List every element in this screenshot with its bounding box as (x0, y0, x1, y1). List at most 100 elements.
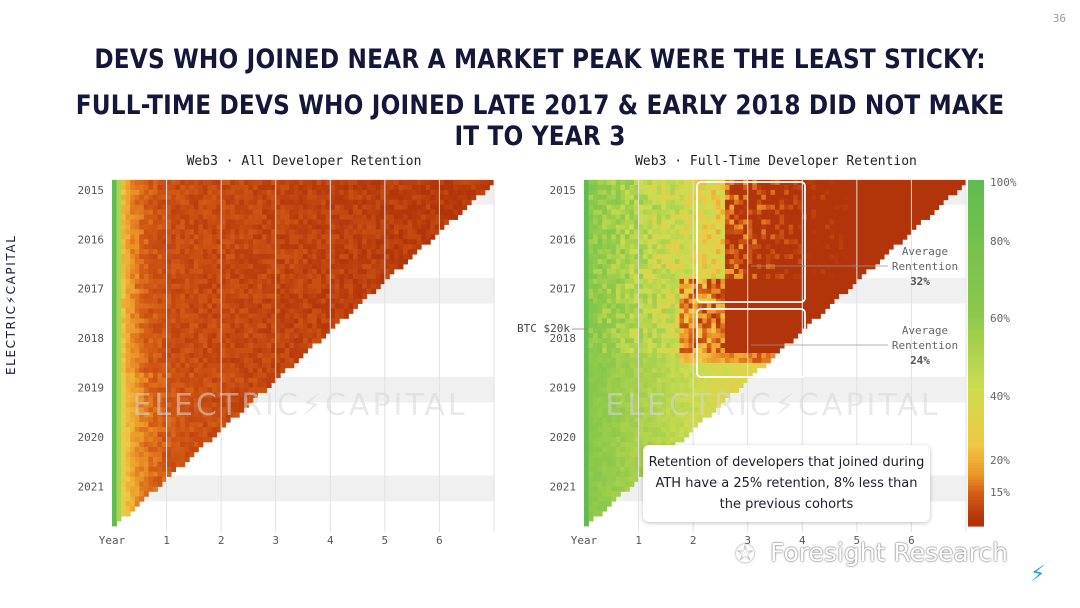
heatmap-cell (225, 283, 231, 290)
heatmap-cell (239, 180, 245, 186)
heatmap-cell (198, 348, 204, 354)
heatmap-cell (779, 283, 785, 290)
heatmap-cell (615, 298, 621, 304)
heatmap-cell (652, 194, 658, 201)
heatmap-cell (202, 412, 208, 418)
heatmap-cell (738, 259, 744, 265)
y-tick-label: 2016 (78, 233, 105, 246)
heatmap-cell (207, 180, 213, 186)
heatmap-cell (375, 254, 381, 260)
heatmap-cell (325, 318, 331, 324)
heatmap-cell (298, 259, 304, 265)
heatmap-cell (293, 219, 299, 225)
heatmap-cell (125, 486, 131, 492)
heatmap-cell (125, 353, 131, 359)
x-tick-label: 1 (163, 534, 170, 547)
heatmap-cell (761, 303, 767, 309)
heatmap-cell (375, 249, 381, 255)
heatmap-cell (457, 189, 463, 196)
heatmap-cell (207, 323, 213, 329)
heatmap-cell (252, 348, 258, 354)
heatmap-cell (243, 328, 249, 334)
heatmap-cell (348, 249, 354, 255)
heatmap-cell (720, 268, 726, 275)
heatmap-cell (152, 372, 158, 379)
heatmap-cell (629, 219, 635, 225)
heatmap-cell (180, 283, 186, 290)
heatmap-cell (321, 199, 327, 206)
heatmap-cell (134, 214, 140, 220)
heatmap-cell (184, 239, 190, 245)
heatmap-cell (171, 402, 177, 408)
heatmap-cell (443, 204, 449, 211)
heatmap-cell (647, 219, 653, 225)
heatmap-cell (121, 268, 127, 275)
heatmap-cell (303, 214, 308, 220)
heatmap-cell (825, 234, 830, 240)
heatmap-cell (684, 209, 689, 215)
heatmap-cell (825, 303, 830, 309)
heatmap-cell (248, 377, 254, 384)
heatmap-cell (293, 303, 299, 309)
heatmap-cell (262, 254, 268, 260)
heatmap-cell (221, 357, 227, 364)
heatmap-cell (293, 318, 299, 324)
heatmap-cell (243, 229, 249, 235)
heatmap-cell (207, 278, 213, 285)
heatmap-cell (157, 323, 163, 329)
heatmap-cell (116, 318, 122, 324)
heatmap-cell (425, 209, 431, 215)
heatmap-cell (312, 184, 318, 191)
heatmap-cell (180, 318, 186, 324)
heatmap-cell (393, 209, 399, 215)
heatmap-cell (362, 219, 368, 225)
heatmap-cell (743, 184, 749, 191)
heatmap-cell (230, 377, 236, 384)
heatmap-cell (157, 451, 163, 458)
heatmap-cell (752, 229, 758, 235)
heatmap-cell (293, 323, 299, 329)
heatmap-cell (266, 283, 272, 290)
heatmap-cell (252, 367, 258, 374)
heatmap-cell (820, 219, 826, 225)
heatmap-cell (720, 234, 726, 240)
heatmap-cell (166, 273, 172, 280)
heatmap-cell (375, 224, 381, 230)
heatmap-cell (756, 254, 762, 260)
heatmap-cell (125, 264, 131, 270)
heatmap-cell (775, 288, 780, 295)
heatmap-cell (412, 199, 418, 206)
heatmap-cell (152, 184, 158, 191)
heatmap-cell (134, 343, 140, 349)
heatmap-cell (184, 353, 190, 359)
heatmap-cell (252, 392, 258, 398)
heatmap-cell (162, 437, 167, 443)
heatmap-cell (462, 194, 468, 201)
heatmap-cell (738, 214, 744, 220)
heatmap-cell (770, 189, 776, 196)
heatmap-cell (202, 407, 208, 413)
heatmap-cell (225, 417, 231, 423)
heatmap-cell (765, 204, 771, 211)
heatmap-cell (888, 204, 894, 211)
heatmap-cell (706, 209, 712, 215)
heatmap-cell (747, 244, 753, 250)
heatmap-cell (134, 476, 140, 482)
heatmap-cell (334, 199, 340, 206)
heatmap-cell (611, 199, 617, 206)
heatmap-cell (462, 204, 468, 211)
heatmap-cell (724, 204, 730, 211)
heatmap-cell (752, 224, 758, 230)
heatmap-cell (343, 264, 349, 270)
heatmap-cell (775, 194, 780, 201)
heatmap-cell (148, 333, 154, 339)
heatmap-cell (843, 278, 849, 285)
heatmap-cell (303, 328, 308, 334)
heatmap-cell (112, 367, 117, 374)
heatmap-cell (434, 184, 440, 191)
heatmap-cell (148, 298, 154, 304)
heatmap-cell (893, 199, 899, 206)
heatmap-cell (362, 259, 368, 265)
heatmap-cell (198, 392, 204, 398)
heatmap-cell (784, 303, 790, 309)
